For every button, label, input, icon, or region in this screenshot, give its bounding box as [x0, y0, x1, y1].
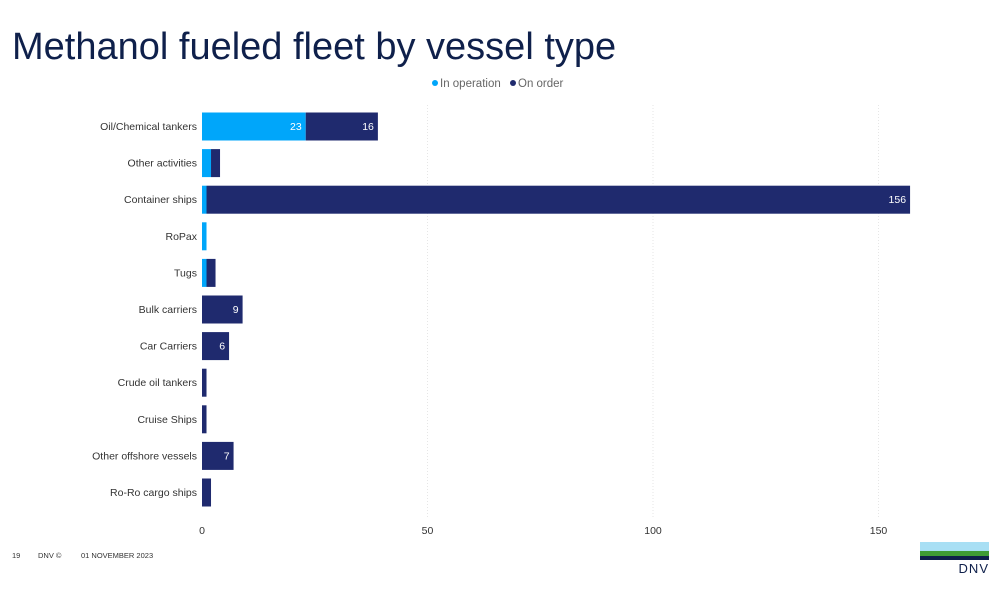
bar-in-operation-ropax: [202, 222, 207, 251]
data-label-on-order-container-ships: 156: [889, 194, 907, 206]
bar-on-order-other-offshore-vessels: [202, 441, 234, 470]
data-label-on-order-oil-chemical-tankers: 16: [362, 121, 374, 133]
bar-on-order-bulk-carriers: [202, 295, 243, 324]
category-label-oil-chemical-tankers: Oil/Chemical tankers: [100, 121, 197, 133]
data-labels: 23 16 156 9 6 7: [219, 121, 906, 462]
dnv-logo: DNV: [920, 542, 989, 576]
legend-marker-on-order: [510, 80, 516, 86]
bar-on-order-container-ships: [206, 185, 911, 214]
category-label-crude-oil-tankers: Crude oil tankers: [118, 377, 197, 389]
category-label-ro-ro-cargo-ships: Ro-Ro cargo ships: [110, 487, 197, 499]
bar-on-order-tugs: [206, 258, 216, 287]
category-label-tugs: Tugs: [174, 267, 197, 279]
bar-in-operation-oil-chemical-tankers: [202, 112, 306, 141]
data-label-on-order-car-carriers: 6: [219, 341, 225, 353]
logo-band-dark: [920, 556, 989, 560]
category-label-other-activities: Other activities: [128, 158, 197, 170]
bar-on-order-other-activities: [211, 149, 221, 178]
bar-in-operation-tugs: [202, 258, 207, 287]
gridlines: [427, 105, 879, 517]
data-label-in-operation-oil-chemical-tankers: 23: [290, 121, 302, 133]
legend-marker-in-operation: [432, 80, 438, 86]
legend-label-in-operation: In operation: [440, 78, 501, 90]
bar-on-order-oil-chemical-tankers: [305, 112, 378, 141]
bar-in-operation-container-ships: [202, 185, 207, 214]
legend: In operation On order: [432, 78, 564, 90]
logo-band-light: [920, 542, 989, 551]
category-label-cruise-ships: Cruise Ships: [137, 414, 197, 426]
category-label-other-offshore-vessels: Other offshore vessels: [92, 450, 197, 462]
x-axis-tick-labels: 0 50 100 150: [199, 525, 887, 537]
category-label-car-carriers: Car Carriers: [140, 341, 197, 353]
footer-page-number: 19: [12, 551, 21, 560]
stacked-bar-chart: 23 16 156 9 6 7 Oil/Chemical tankers Other act…: [92, 78, 911, 537]
data-label-on-order-other-offshore-vessels: 7: [224, 450, 230, 462]
legend-label-on-order: On order: [518, 78, 564, 90]
category-labels: Oil/Chemical tankers Other activities Cont…: [92, 121, 198, 499]
x-tick-label: 0: [199, 525, 205, 537]
data-label-on-order-bulk-carriers: 9: [233, 304, 239, 316]
x-tick-label: 100: [644, 525, 662, 537]
slide-title: Methanol fueled fleet by vessel type: [12, 26, 617, 68]
category-label-ropax: RoPax: [165, 231, 197, 243]
bar-on-order-cruise-ships: [202, 405, 207, 434]
x-tick-label: 150: [870, 525, 888, 537]
category-label-container-ships: Container ships: [124, 194, 197, 206]
bar-on-order-car-carriers: [202, 332, 230, 361]
bar-in-operation-other-activities: [202, 149, 212, 178]
x-tick-label: 50: [422, 525, 434, 537]
bar-on-order-ro-ro-cargo-ships: [202, 478, 212, 507]
footer-date: 01 NOVEMBER 2023: [81, 551, 154, 560]
bar-on-order-crude-oil-tankers: [202, 368, 207, 397]
bars: [202, 112, 911, 507]
category-label-bulk-carriers: Bulk carriers: [139, 304, 197, 316]
logo-text: DNV: [958, 561, 989, 576]
logo-band-green: [920, 551, 989, 556]
footer-copyright: DNV ©: [38, 551, 62, 560]
